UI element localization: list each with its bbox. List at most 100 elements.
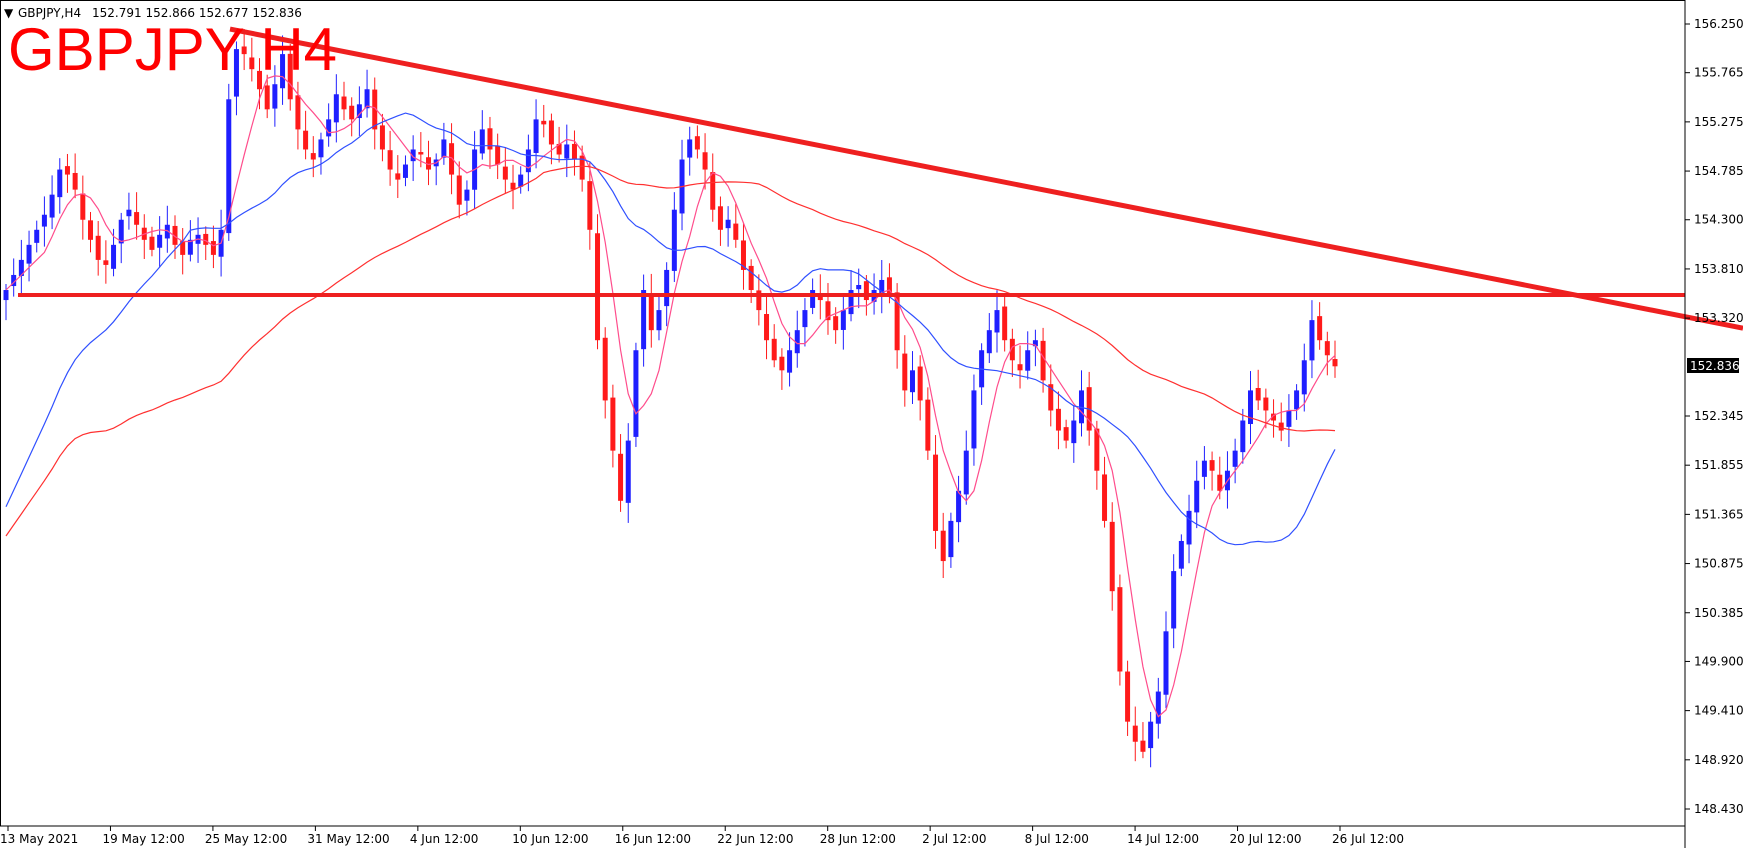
candle-body: [879, 279, 885, 294]
candle-body: [295, 95, 301, 130]
candle-body: [779, 356, 785, 371]
candle-body: [233, 49, 239, 97]
y-tick-label: 151.365: [1694, 507, 1743, 521]
y-tick-label: 149.410: [1694, 704, 1743, 718]
candle-body: [725, 219, 731, 229]
candle-body: [387, 150, 393, 170]
candle-body: [364, 89, 370, 109]
chart-header: ▼ GBPJPY,H4 152.791 152.866 152.677 152.…: [4, 6, 302, 20]
chart-menu-icon[interactable]: ▼: [4, 6, 14, 20]
candle-body: [948, 520, 954, 558]
chart-symbol-label: GBPJPY,H4: [18, 6, 81, 20]
candle-body: [341, 96, 347, 110]
candle-body: [1148, 721, 1154, 749]
candle-body: [210, 241, 216, 255]
candle-body: [940, 530, 946, 562]
candle-body: [1048, 384, 1054, 411]
candle-body: [379, 125, 385, 150]
candle-body: [618, 453, 624, 501]
candle-body: [1063, 427, 1069, 441]
candle-body: [249, 57, 255, 70]
candle-body: [587, 181, 593, 230]
candle-body: [894, 292, 900, 351]
y-tick-label: 148.920: [1694, 753, 1743, 767]
candle-body: [326, 119, 332, 137]
candle-body: [226, 99, 232, 234]
candle-body: [671, 209, 677, 271]
candle-body: [810, 290, 816, 308]
candle-body: [1294, 390, 1300, 410]
candle-body: [333, 94, 339, 123]
candle-body: [456, 175, 462, 205]
candle-body: [1025, 350, 1031, 371]
x-tick-label: 26 Jul 12:00: [1332, 832, 1404, 846]
candle-body: [418, 152, 424, 155]
candle-body: [1309, 320, 1315, 361]
candle-body: [1255, 388, 1261, 401]
candle-body: [556, 143, 562, 155]
candle-body: [72, 172, 78, 190]
candle-body: [541, 120, 547, 125]
candle-body: [1324, 341, 1330, 356]
candle-body: [257, 70, 263, 90]
y-tick-label: 155.275: [1694, 115, 1743, 129]
candle-body: [1055, 408, 1061, 431]
candle-body: [748, 265, 754, 291]
candle-body: [579, 155, 585, 180]
candle-body: [356, 104, 362, 119]
candle-body: [1032, 340, 1038, 347]
current-price-value: 152.836: [1690, 359, 1740, 373]
candle-body: [26, 244, 32, 264]
candle-body: [1002, 306, 1008, 341]
candle-body: [111, 244, 117, 269]
candle-body: [848, 290, 854, 315]
candle-body: [787, 350, 793, 373]
candle-body: [502, 166, 508, 180]
ma-slow-line: [5, 165, 1336, 537]
candle-body: [956, 490, 962, 523]
candle-body: [610, 397, 616, 451]
candle-body: [902, 353, 908, 391]
candle-body: [172, 225, 178, 245]
candle-body: [203, 233, 209, 245]
candle-body: [180, 240, 186, 255]
candle-body: [479, 129, 485, 154]
current-price-tag: 152.836: [1687, 358, 1740, 373]
plot-frame: [0, 0, 1686, 827]
candle-body: [49, 194, 55, 218]
candle-body: [1117, 587, 1123, 672]
candlesticks: [3, 28, 1338, 768]
candle-body: [917, 366, 923, 401]
candle-body: [1102, 474, 1108, 521]
y-tick-label: 148.430: [1694, 802, 1743, 816]
candle-body: [648, 293, 654, 331]
candle-body: [1247, 390, 1253, 425]
candle-body: [971, 390, 977, 449]
candle-body: [548, 120, 554, 145]
candle-body: [1201, 460, 1207, 477]
candle-body: [1217, 474, 1223, 491]
candle-body: [986, 330, 992, 354]
candle-body: [41, 214, 47, 227]
candle-body: [717, 206, 723, 230]
candle-body: [80, 193, 86, 220]
y-tick-label: 151.855: [1694, 458, 1743, 472]
candle-body: [625, 440, 631, 503]
candle-body: [187, 239, 193, 255]
x-tick-label: 19 May 12:00: [102, 832, 184, 846]
candle-body: [95, 235, 101, 260]
candle-body: [1163, 631, 1169, 695]
candle-body: [149, 236, 155, 250]
candle-body: [1040, 340, 1046, 381]
y-tick-label: 149.900: [1694, 654, 1743, 668]
candle-body: [395, 173, 401, 180]
candle-body: [1132, 725, 1138, 742]
candle-body: [1271, 413, 1277, 421]
candle-body: [264, 85, 270, 110]
candle-body: [441, 139, 447, 158]
candle-body: [710, 172, 716, 210]
